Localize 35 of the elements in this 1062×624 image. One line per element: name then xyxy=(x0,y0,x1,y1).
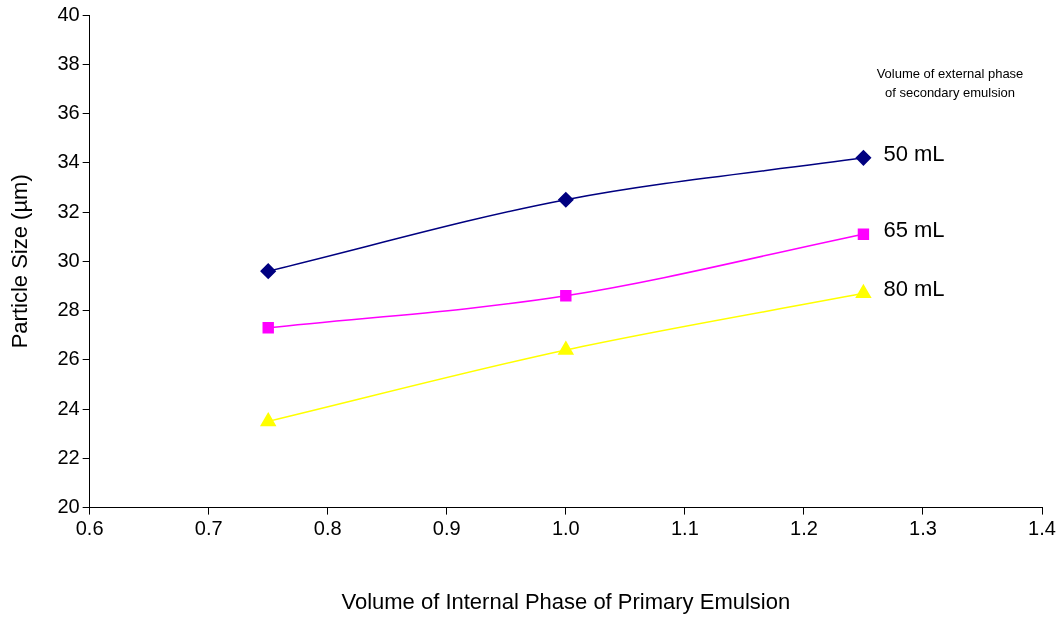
x-tick-label: 0.8 xyxy=(313,517,342,540)
point xyxy=(260,412,276,427)
point xyxy=(855,284,872,299)
point xyxy=(260,263,276,279)
y-tick-label: 38 xyxy=(57,51,80,74)
x-tick-label: 0.7 xyxy=(194,517,223,540)
y-tick-label: 26 xyxy=(57,347,80,370)
y-tick-label: 40 xyxy=(57,2,80,25)
x-tick-label: 1.2 xyxy=(790,517,818,540)
series-label: 65 mL xyxy=(883,217,945,243)
y-tick-label: 36 xyxy=(57,101,80,124)
point xyxy=(560,290,572,302)
series-label: 50 mL xyxy=(883,140,945,166)
y-tick-label: 20 xyxy=(57,495,80,518)
x-tick-label: 1.0 xyxy=(551,517,580,540)
x-tick-label: 0.9 xyxy=(432,517,461,540)
y-axis-title: Particle Size (µm) xyxy=(7,174,33,349)
point xyxy=(855,150,872,166)
y-tick-label: 22 xyxy=(57,445,80,468)
point xyxy=(857,228,870,240)
y-tick-label: 30 xyxy=(57,248,80,271)
point xyxy=(558,191,574,208)
point xyxy=(262,322,274,334)
x-tick-label: 1.1 xyxy=(670,517,699,540)
x-tick-label: 0.6 xyxy=(75,517,104,540)
legend-title: Volume of external phase of secondary emulsion xyxy=(876,65,1024,100)
y-tick-label: 32 xyxy=(57,199,80,222)
x-axis-title: Volume of Internal Phase of Primary Emulsion xyxy=(341,588,791,614)
y-tick-label: 34 xyxy=(57,150,80,173)
x-tick-label: 1.3 xyxy=(909,517,937,540)
x-tick-label: 1.4 xyxy=(1028,517,1056,540)
series-label: 80 mL xyxy=(883,276,945,302)
point xyxy=(558,341,574,355)
y-tick-label: 24 xyxy=(57,396,80,419)
y-tick-label: 28 xyxy=(57,298,80,321)
